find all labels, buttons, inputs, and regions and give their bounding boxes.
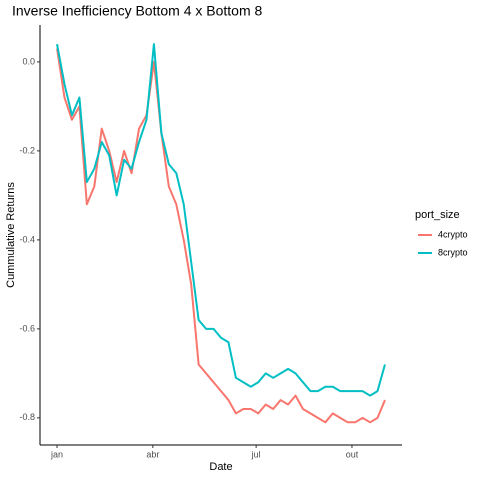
y-tick-label: -0.2: [19, 145, 35, 155]
legend-title: port_size: [415, 209, 460, 221]
y-tick-label: -0.6: [19, 323, 35, 333]
x-tick-label: abr: [146, 449, 159, 459]
x-tick-label: out: [346, 449, 359, 459]
legend-label: 4crypto: [438, 229, 468, 239]
x-tick-label: jan: [50, 449, 63, 459]
x-tick-label: jul: [251, 449, 261, 459]
y-tick-label: 0.0: [22, 56, 35, 66]
x-axis-label: Date: [209, 461, 232, 473]
y-tick-label: -0.8: [19, 412, 35, 422]
legend-label: 8crypto: [438, 247, 468, 257]
y-axis-label: Cummulative Returns: [5, 182, 17, 288]
chart-title: Inverse Inefficiency Bottom 4 x Bottom 8: [12, 3, 263, 19]
series-line: [56, 43, 386, 397]
series-line: [56, 48, 386, 424]
y-tick-label: -0.4: [19, 234, 35, 244]
